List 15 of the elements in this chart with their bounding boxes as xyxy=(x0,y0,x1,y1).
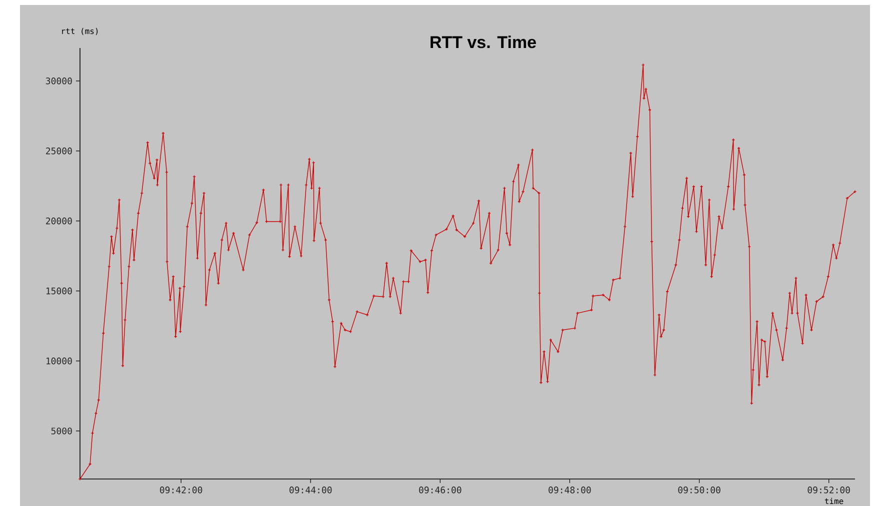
x-tick-label: 09:52:00 xyxy=(808,486,850,494)
x-tick-label: 09:50:00 xyxy=(678,486,720,494)
y-axis-title: rtt (ms) xyxy=(62,28,98,36)
y-tick-label: 5000 xyxy=(51,428,72,434)
y-tick-label: 15000 xyxy=(46,288,72,294)
x-tick-label: 09:48:00 xyxy=(548,486,591,494)
x-axis-title: time xyxy=(824,498,844,504)
y-tick-label: 20000 xyxy=(46,218,72,224)
x-tick-label: 09:42:00 xyxy=(160,486,202,494)
y-tick-label: 25000 xyxy=(46,148,72,154)
x-tick-label: 09:46:00 xyxy=(419,486,462,494)
chart-title: RTT vs. Time xyxy=(430,36,536,48)
x-tick-label: 09:44:00 xyxy=(290,486,332,494)
y-tick-label: 30000 xyxy=(46,77,72,84)
y-tick-label: 10000 xyxy=(46,358,72,364)
